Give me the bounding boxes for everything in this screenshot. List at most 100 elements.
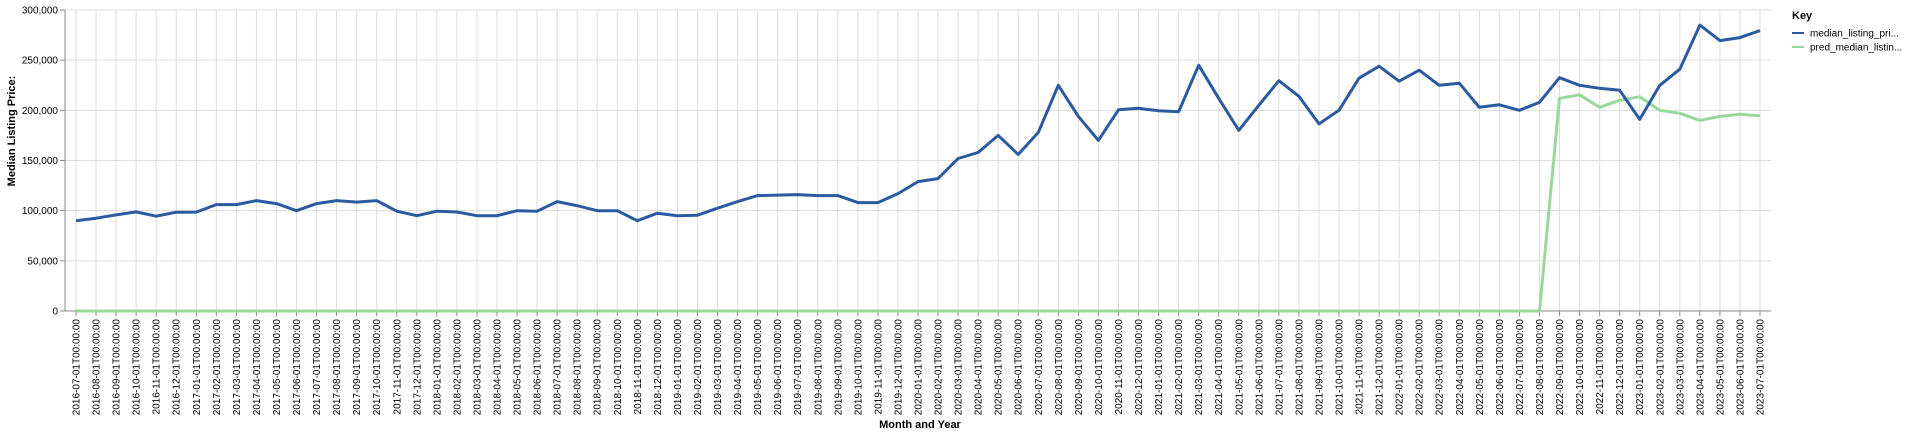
x-tick-label: 2022-01-01T00:00:00 (1395, 319, 1406, 416)
series-lines (75, 23, 1761, 313)
x-axis-title: Month and Year (879, 419, 961, 431)
data-point (1198, 310, 1200, 312)
x-tick-label: 2023-06-01T00:00:00 (1735, 319, 1746, 416)
x-tick-label: 2022-05-01T00:00:00 (1475, 319, 1486, 416)
data-point (276, 310, 278, 312)
data-point (1158, 110, 1160, 112)
data-point (917, 310, 919, 312)
data-point (997, 135, 999, 137)
data-point (236, 204, 238, 206)
x-tick-label: 2018-02-01T00:00:00 (452, 319, 463, 416)
data-point (516, 310, 518, 312)
x-tick-label: 2020-05-01T00:00:00 (994, 319, 1005, 416)
data-point (1118, 310, 1120, 312)
x-tick-label: 2023-02-01T00:00:00 (1655, 319, 1666, 416)
data-point (1178, 111, 1180, 113)
data-point (1699, 24, 1701, 26)
data-point (596, 210, 598, 212)
data-point (336, 200, 338, 202)
x-tick-label: 2018-09-01T00:00:00 (593, 319, 604, 416)
y-tick-label: 100,000 (22, 206, 59, 217)
data-point (837, 310, 839, 312)
x-tick-label: 2021-05-01T00:00:00 (1234, 319, 1245, 416)
x-tick-label: 2017-07-01T00:00:00 (312, 319, 323, 416)
x-tick-label: 2021-01-01T00:00:00 (1154, 319, 1165, 416)
data-point (1298, 310, 1300, 312)
x-axis: 2016-07-01T00:00:00 2016-08-01T00:00:00 20… (65, 310, 1771, 416)
data-point (276, 203, 278, 205)
x-tick-label: 2022-08-01T00:00:00 (1535, 319, 1546, 416)
data-point (1017, 310, 1019, 312)
x-tick-label: 2022-06-01T00:00:00 (1495, 319, 1506, 416)
data-point (1198, 64, 1200, 66)
data-point (1499, 104, 1501, 106)
x-tick-label: 2019-01-01T00:00:00 (673, 319, 684, 416)
data-point (1679, 68, 1681, 70)
data-point (1398, 310, 1400, 312)
data-point (476, 215, 478, 217)
data-point (616, 210, 618, 212)
data-point (997, 310, 999, 312)
data-point (1058, 84, 1060, 86)
data-point (1358, 77, 1360, 79)
series-line (75, 23, 1761, 223)
data-point (155, 215, 157, 217)
data-point (697, 310, 699, 312)
x-tick-label: 2021-03-01T00:00:00 (1194, 319, 1205, 416)
data-point (657, 212, 659, 214)
data-point (256, 200, 258, 202)
data-point (817, 195, 819, 197)
data-point (1338, 310, 1340, 312)
data-point (957, 310, 959, 312)
data-point (95, 217, 97, 219)
data-point (1759, 115, 1761, 117)
data-point (817, 310, 819, 312)
data-point (937, 178, 939, 180)
data-point (1318, 310, 1320, 312)
data-point (1298, 95, 1300, 97)
x-tick-label: 2017-08-01T00:00:00 (332, 319, 343, 416)
x-tick-label: 2020-10-01T00:00:00 (1094, 319, 1105, 416)
data-point (697, 214, 699, 216)
data-point (536, 210, 538, 212)
data-point (1098, 140, 1100, 142)
y-tick-label: 150,000 (22, 156, 59, 167)
x-tick-label: 2022-04-01T00:00:00 (1455, 319, 1466, 416)
x-tick-label: 2019-07-01T00:00:00 (793, 319, 804, 416)
x-tick-label: 2021-12-01T00:00:00 (1375, 319, 1386, 416)
data-point (1238, 310, 1240, 312)
data-point (376, 310, 378, 312)
x-tick-label: 2020-12-01T00:00:00 (1134, 319, 1145, 416)
x-tick-label: 2018-12-01T00:00:00 (653, 319, 664, 416)
data-point (516, 210, 518, 212)
data-point (175, 310, 177, 312)
legend-label: median_listing_pri... (1810, 29, 1899, 40)
data-point (1639, 119, 1641, 121)
legend-title: Key (1792, 10, 1813, 22)
x-tick-label: 2022-12-01T00:00:00 (1615, 319, 1626, 416)
x-tick-label: 2019-10-01T00:00:00 (853, 319, 864, 416)
data-point (536, 310, 538, 312)
data-point (216, 310, 218, 312)
data-point (1579, 94, 1581, 96)
y-axis: 0 50,000 100,000 150,000 200,000 250,000 300,0… (22, 6, 66, 318)
data-point (717, 207, 719, 209)
x-tick-label: 2017-01-01T00:00:00 (192, 319, 203, 416)
x-tick-label: 2023-03-01T00:00:00 (1675, 319, 1686, 416)
y-tick-label: 50,000 (27, 256, 58, 267)
data-point (1699, 120, 1701, 122)
data-point (1559, 77, 1561, 79)
data-point (1358, 310, 1360, 312)
data-point (1619, 89, 1621, 91)
x-tick-label: 2022-03-01T00:00:00 (1435, 319, 1446, 416)
data-point (777, 310, 779, 312)
x-tick-label: 2018-08-01T00:00:00 (573, 319, 584, 416)
data-point (316, 310, 318, 312)
data-point (677, 310, 679, 312)
data-point (556, 201, 558, 203)
y-tick-label: 250,000 (22, 56, 59, 67)
data-point (877, 202, 879, 204)
x-tick-label: 2018-11-01T00:00:00 (633, 319, 644, 415)
data-point (135, 310, 137, 312)
legend: Key median_listing_pri... pred_median_lis… (1792, 10, 1902, 54)
